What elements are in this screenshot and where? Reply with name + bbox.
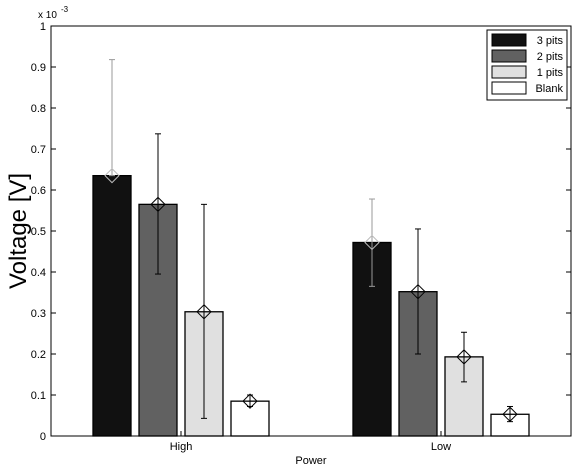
y-tick-label: 0.3 [31,308,46,320]
mean-marker [410,283,426,300]
y-tick-label: 1 [40,21,46,33]
mean-marker [104,167,120,184]
y-exponent: -3 [61,5,69,14]
y-tick-label: 0.9 [31,62,46,74]
legend-label: 1 pits [537,67,564,79]
y-tick-label: 0.8 [31,103,46,115]
mean-marker [456,349,472,365]
mean-marker [242,393,258,409]
x-ticks-layer: High Low [170,431,451,453]
mean-marker [196,304,212,320]
bar [92,174,132,437]
legend-swatch [491,49,527,63]
y-tick-label: 0.5 [31,226,46,238]
y-tick-label: 0.4 [31,267,46,279]
legend-swatch [491,33,527,47]
legend-label: 3 pits [537,35,564,47]
x-tick-label: Low [431,441,451,453]
legend: 3 pits 2 pits 1 pits Blank [486,29,568,101]
legend-swatch [491,81,527,95]
y-ticks-layer: 0 0.1 0.2 0.3 0.4 0.5 0.6 0.7 0.8 0.9 1 [31,21,571,443]
mean-marker [364,234,380,251]
legend-swatch [491,65,527,79]
bar [230,400,270,437]
y-tick-label: 0.2 [31,349,46,361]
error-bars-layer [104,59,518,423]
x-axis-label: Power [295,455,327,467]
legend-label: Blank [535,83,563,95]
y-axis-label: Voltage [V] [5,173,32,289]
x-tick-label: High [170,441,193,453]
y-tick-label: 0.7 [31,144,46,156]
y-tick-label: 0.6 [31,185,46,197]
y-multiplier: x 10 [38,10,57,21]
mean-marker [502,406,518,422]
mean-marker [150,196,166,213]
y-tick-label: 0.1 [31,390,46,402]
y-tick-label: 0 [40,431,46,443]
legend-label: 2 pits [537,51,564,63]
